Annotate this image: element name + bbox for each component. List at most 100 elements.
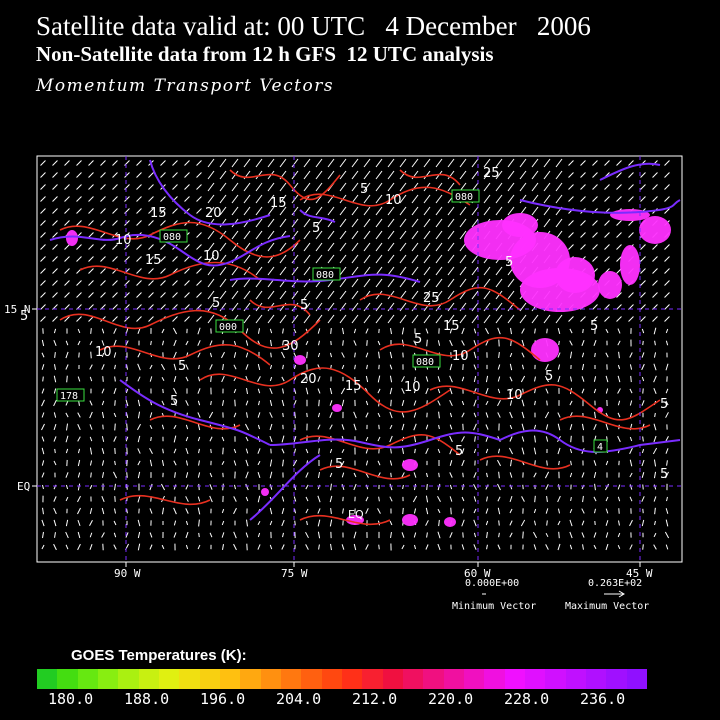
wind-vector (423, 218, 431, 228)
wind-vector (173, 387, 177, 395)
wind-vector (449, 472, 453, 478)
wind-vector (113, 339, 117, 347)
wind-vector (568, 172, 574, 178)
wind-vector (150, 436, 152, 442)
wind-vector (148, 256, 154, 262)
wind-vector (543, 158, 551, 168)
wind-vector (450, 507, 452, 515)
wind-vector (113, 412, 117, 418)
wind-vector (52, 232, 58, 238)
wind-vector (581, 508, 585, 514)
wind-vector (628, 184, 634, 190)
wind-vector (52, 280, 58, 286)
wind-vector (160, 483, 166, 491)
wind-vector (303, 290, 311, 300)
wind-vector (207, 170, 215, 180)
wind-vector (592, 244, 598, 250)
wind-vector (387, 266, 395, 276)
wind-vector (185, 364, 189, 370)
wind-vector (137, 411, 141, 419)
wind-vector (389, 435, 393, 443)
wind-vector (363, 254, 371, 264)
wind-vector (101, 400, 105, 406)
convection-cell (555, 257, 595, 293)
wind-vector (243, 302, 251, 312)
wind-vector (351, 206, 359, 216)
wind-vector (281, 376, 285, 382)
wind-vector (207, 302, 215, 312)
wind-vector (390, 399, 392, 407)
wind-vector (509, 472, 513, 478)
colorbar-tick-label: 220.0 (428, 690, 474, 708)
wind-vector (473, 399, 477, 407)
wind-vector (160, 196, 166, 202)
wind-vector (42, 484, 44, 490)
wind-vector (435, 230, 443, 240)
wind-vector (329, 459, 333, 467)
wind-vector (185, 424, 189, 430)
wind-vector (569, 508, 573, 514)
wind-vector (399, 242, 407, 252)
wind-vector (497, 412, 501, 418)
wind-vector (125, 388, 129, 394)
wind-vector (389, 411, 393, 419)
wind-vector (341, 399, 345, 407)
wind-vector (101, 328, 105, 334)
wind-vector (65, 423, 69, 431)
wind-vector (100, 184, 106, 190)
wind-vector (351, 302, 359, 312)
wind-vector (208, 411, 214, 419)
wind-vector (148, 268, 154, 274)
wind-vector (77, 483, 81, 491)
wind-vector (507, 278, 515, 288)
wind-vector (353, 472, 357, 478)
wind-vector (197, 544, 201, 550)
wind-vector (41, 388, 45, 394)
wind-vector (605, 423, 609, 431)
wind-vector (243, 230, 251, 240)
wind-vector (473, 472, 477, 478)
contour-value-label: 5 (545, 369, 553, 384)
wind-vector (184, 208, 190, 214)
wind-vector (255, 182, 263, 192)
wind-vector (196, 280, 202, 286)
wind-vector (305, 531, 309, 539)
wind-vector (485, 508, 489, 514)
wind-vector (124, 292, 130, 298)
wind-vector (339, 242, 347, 252)
wind-vector (412, 495, 418, 503)
contour-line (429, 384, 661, 421)
wind-vector (102, 376, 104, 382)
wind-vector (88, 160, 94, 166)
wind-vector (413, 483, 417, 491)
wind-vector (41, 423, 45, 431)
wind-vector (52, 292, 58, 298)
wind-vector (185, 484, 189, 490)
wind-vector (76, 244, 82, 250)
wind-vector (483, 194, 491, 204)
wind-vector (533, 472, 537, 478)
wind-vector (365, 436, 369, 442)
wind-vector (546, 520, 548, 526)
wind-vector (294, 520, 296, 526)
contour-line (399, 169, 461, 186)
wind-vector (437, 448, 441, 454)
wind-vector (413, 472, 417, 478)
wind-vector (329, 387, 333, 395)
wind-vector (447, 242, 455, 252)
wind-vector (233, 484, 237, 490)
wind-vector (52, 220, 58, 226)
wind-vector (447, 302, 455, 312)
wind-vector (582, 495, 584, 503)
wind-vector (399, 158, 407, 168)
wind-vector (617, 328, 621, 334)
colorbar-segment (504, 669, 525, 689)
wind-vector (411, 242, 419, 252)
wind-vector (101, 352, 105, 358)
wind-vector (54, 364, 56, 370)
wind-vector (507, 290, 515, 300)
wind-vector (665, 363, 669, 371)
wind-vector (173, 507, 177, 515)
wind-vector (581, 363, 585, 371)
wind-vector (387, 206, 395, 216)
